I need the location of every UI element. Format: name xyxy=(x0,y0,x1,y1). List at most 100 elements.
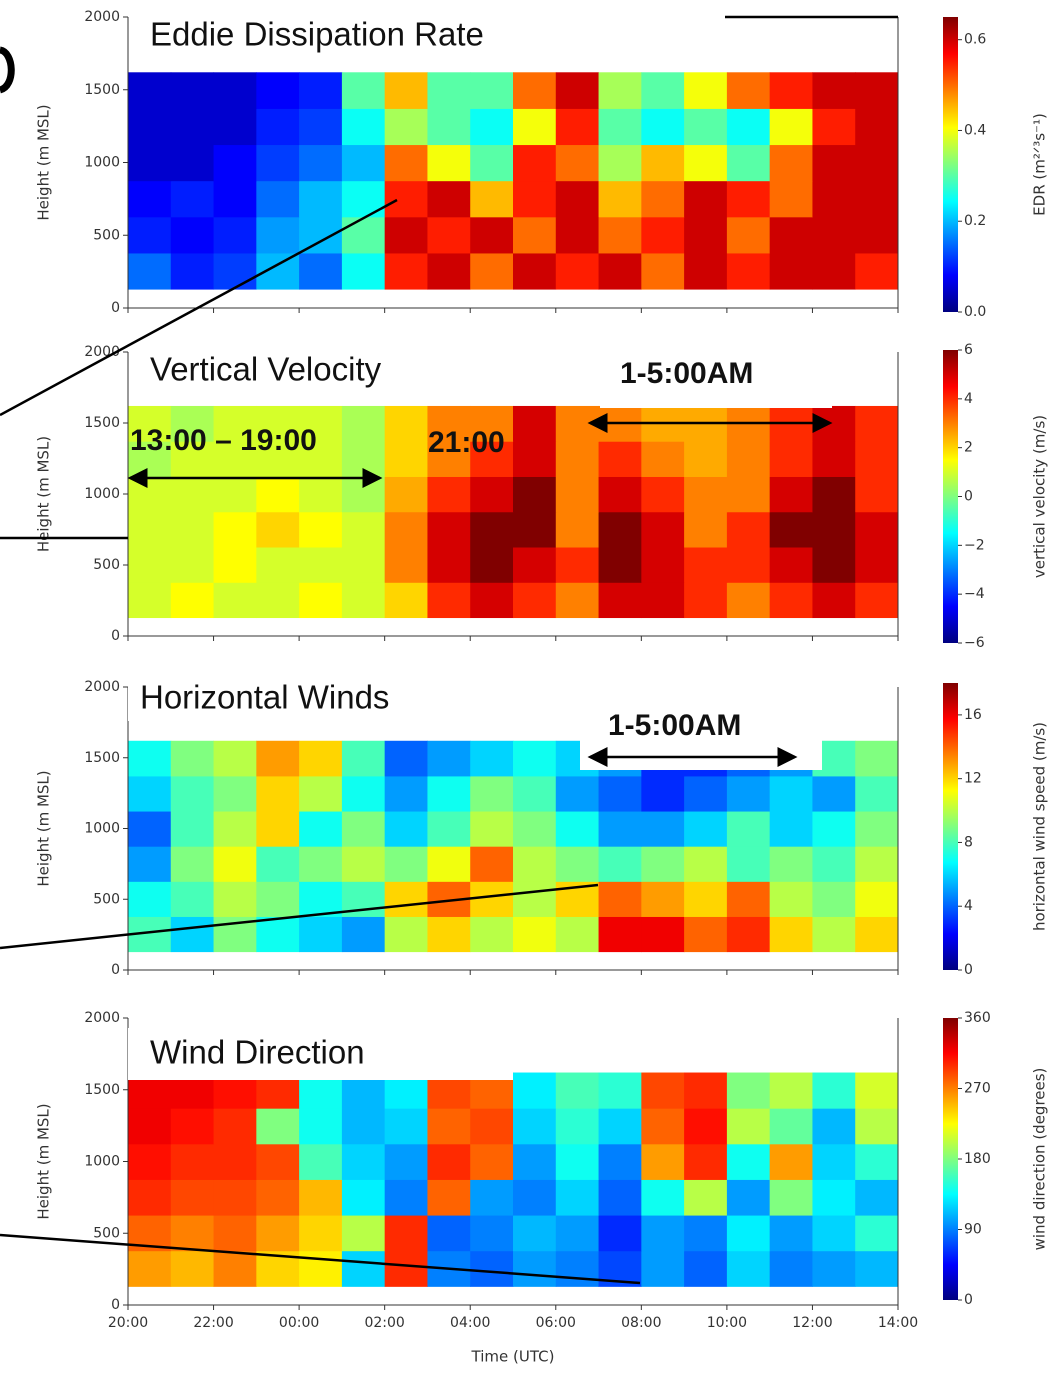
colorbar-tick-label: −6 xyxy=(964,635,985,651)
heat-cell xyxy=(470,441,514,477)
heat-cell xyxy=(341,811,386,847)
heat-cell xyxy=(641,144,685,182)
x-tick-label: 00:00 xyxy=(279,1315,319,1331)
heat-cell xyxy=(384,476,428,513)
heat-cell xyxy=(170,216,215,254)
heat-cell xyxy=(726,1250,771,1287)
heat-cell xyxy=(684,1215,728,1252)
title-box xyxy=(128,677,468,721)
heat-cell xyxy=(170,846,215,882)
heat-cell xyxy=(299,1215,343,1252)
heat-cell xyxy=(812,547,856,583)
heat-cell xyxy=(128,740,172,777)
heat-cell xyxy=(684,881,728,917)
heat-cell xyxy=(769,1072,813,1109)
heat-cell xyxy=(598,180,642,218)
heat-cell xyxy=(384,916,428,953)
heat-cell xyxy=(812,476,856,513)
heat-cell xyxy=(427,547,471,583)
heat-cell xyxy=(128,1250,172,1287)
heat-cell xyxy=(684,216,728,254)
heat-cell xyxy=(470,180,514,218)
heat-cell xyxy=(256,1143,300,1180)
heat-cell xyxy=(256,916,300,953)
title-box xyxy=(128,1028,513,1080)
heat-cell xyxy=(470,1143,514,1180)
heat-cell xyxy=(213,1108,257,1145)
heat-cell xyxy=(256,180,300,218)
heat-cell xyxy=(641,1215,685,1252)
colorbar-tick-label: 16 xyxy=(964,707,982,723)
heat-cell xyxy=(812,72,856,109)
heat-cell xyxy=(470,775,514,812)
heat-cell xyxy=(341,1215,386,1252)
heat-cell xyxy=(128,144,172,182)
heat-cell xyxy=(726,775,771,812)
heat-cell xyxy=(641,881,685,917)
heat-cell xyxy=(812,144,856,182)
heat-cell xyxy=(341,511,386,548)
heat-cell xyxy=(299,846,343,882)
heat-cell xyxy=(726,881,771,917)
heat-cell xyxy=(384,405,428,442)
x-tick-label: 02:00 xyxy=(364,1315,404,1331)
heat-cell xyxy=(213,72,257,109)
heat-cell xyxy=(726,441,771,477)
heat-cell xyxy=(641,1108,685,1145)
heat-cell xyxy=(598,846,642,882)
heat-cell xyxy=(384,144,428,182)
heat-cell xyxy=(598,547,642,583)
colorbar-tick-label: 0 xyxy=(964,1292,973,1308)
heat-cell xyxy=(470,72,514,109)
heat-cell xyxy=(555,1179,600,1216)
heat-cell xyxy=(128,881,172,917)
heat-cell xyxy=(641,811,685,847)
heat-cell xyxy=(299,1143,343,1180)
heat-cell xyxy=(384,582,428,619)
heat-cell xyxy=(513,881,557,917)
heat-cell xyxy=(769,1143,813,1180)
heat-cell xyxy=(170,1143,215,1180)
y-tick-label: 500 xyxy=(93,227,120,243)
y-tick-label: 500 xyxy=(93,891,120,907)
heat-cell xyxy=(855,916,899,953)
heat-cell xyxy=(341,144,386,182)
heat-cell xyxy=(513,1108,557,1145)
heat-cell xyxy=(513,252,557,290)
heat-cell xyxy=(726,1108,771,1145)
panel-title: Eddie Dissipation Rate xyxy=(150,16,484,53)
heat-cell xyxy=(256,1108,300,1145)
pointer-line xyxy=(0,1233,641,1285)
heat-cell xyxy=(513,582,557,619)
colorbar-tick-label: 8 xyxy=(964,834,973,850)
heat-cell xyxy=(513,846,557,882)
heat-cell xyxy=(812,1250,856,1287)
heat-cell xyxy=(170,252,215,290)
heat-cell xyxy=(684,72,728,109)
heat-cell xyxy=(256,108,300,146)
heat-cell xyxy=(299,881,343,917)
heat-cell xyxy=(427,582,471,619)
heat-cell xyxy=(213,252,257,290)
heat-cell xyxy=(299,180,343,218)
heat-cell xyxy=(513,72,557,109)
heat-cell xyxy=(341,1108,386,1145)
x-tick-label: 20:00 xyxy=(108,1315,148,1331)
y-tick-label: 1500 xyxy=(84,82,120,98)
heat-cell xyxy=(128,811,172,847)
heat-cell xyxy=(726,916,771,953)
heat-cell xyxy=(598,441,642,477)
colorbar-tick-label: −2 xyxy=(964,537,985,553)
heat-cell xyxy=(384,1250,428,1287)
heat-cell xyxy=(128,547,172,583)
heat-cell xyxy=(769,775,813,812)
y-tick-label: 1500 xyxy=(84,750,120,766)
heat-cell xyxy=(769,252,813,290)
heat-cell xyxy=(684,1250,728,1287)
x-tick-label: 22:00 xyxy=(193,1315,233,1331)
y-tick-label: 0 xyxy=(111,628,120,644)
colorbar-tick-label: 90 xyxy=(964,1222,982,1238)
heat-cell xyxy=(598,511,642,548)
heat-cell xyxy=(170,740,215,777)
heat-cell xyxy=(726,582,771,619)
